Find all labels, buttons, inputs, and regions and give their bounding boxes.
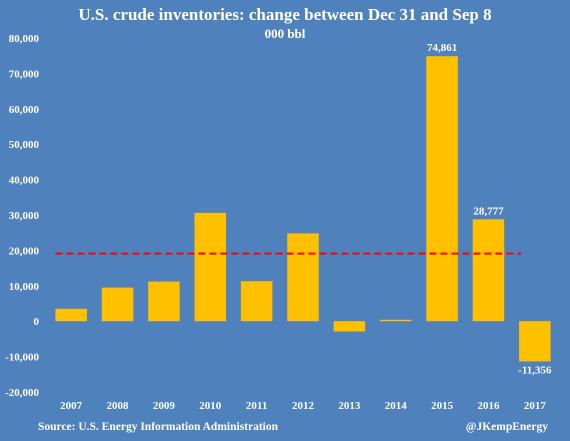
x-tick-label: 2009 (153, 400, 176, 412)
bar-2017 (519, 321, 551, 362)
x-tick-label: 2013 (338, 400, 361, 412)
bar-2007 (55, 308, 87, 322)
y-tick-label: 80,000 (9, 33, 40, 45)
x-axis: 2007 2008 2009 2010 2011 2012 2013 2014 2015 2016… (60, 400, 546, 412)
y-tick-label: 50,000 (9, 139, 40, 151)
y-tick-label: 40,000 (9, 175, 40, 187)
x-tick-label: 2016 (477, 400, 500, 412)
y-tick-label: -20,000 (5, 387, 39, 399)
x-tick-label: 2011 (246, 400, 267, 412)
bar-2015 (426, 56, 458, 322)
source-note: Source: U.S. Energy Information Administ… (38, 421, 279, 433)
x-tick-label: 2012 (292, 400, 315, 412)
bar-2009 (148, 281, 180, 322)
chart-title: U.S. crude inventories: change between D… (78, 5, 491, 24)
y-tick-label: 20,000 (9, 245, 40, 257)
bar-2011 (240, 281, 273, 322)
data-label: 28,777 (473, 205, 504, 217)
bars-group (55, 56, 551, 362)
bar-2008 (101, 287, 134, 322)
y-tick-label: 60,000 (9, 104, 40, 116)
data-labels-group: 74,861 28,777 -11,356 (427, 42, 552, 376)
author-credit: @JKempEnergy (466, 421, 548, 433)
x-tick-label: 2007 (60, 400, 83, 412)
y-tick-label: 10,000 (9, 281, 40, 293)
bar-2012 (287, 233, 319, 322)
x-tick-label: 2015 (431, 400, 454, 412)
y-tick-label: 0 (34, 316, 40, 328)
bar-2010 (194, 212, 227, 322)
x-tick-label: 2014 (385, 400, 408, 412)
x-tick-label: 2010 (199, 400, 222, 412)
data-label: 74,861 (427, 42, 457, 54)
data-label: -11,356 (518, 364, 552, 376)
y-tick-label: -10,000 (5, 352, 39, 364)
bar-2014 (379, 319, 412, 322)
bar-2016 (472, 219, 505, 322)
x-tick-label: 2008 (107, 400, 130, 412)
y-axis: -20,000 -10,000 0 10,000 20,000 30,000 40,000 5… (5, 33, 39, 399)
chart-subtitle: 000 bbl (265, 26, 306, 41)
bar-2013 (333, 321, 366, 332)
y-tick-label: 70,000 (9, 68, 40, 80)
x-tick-label: 2017 (524, 400, 547, 412)
y-tick-label: 30,000 (9, 210, 40, 222)
